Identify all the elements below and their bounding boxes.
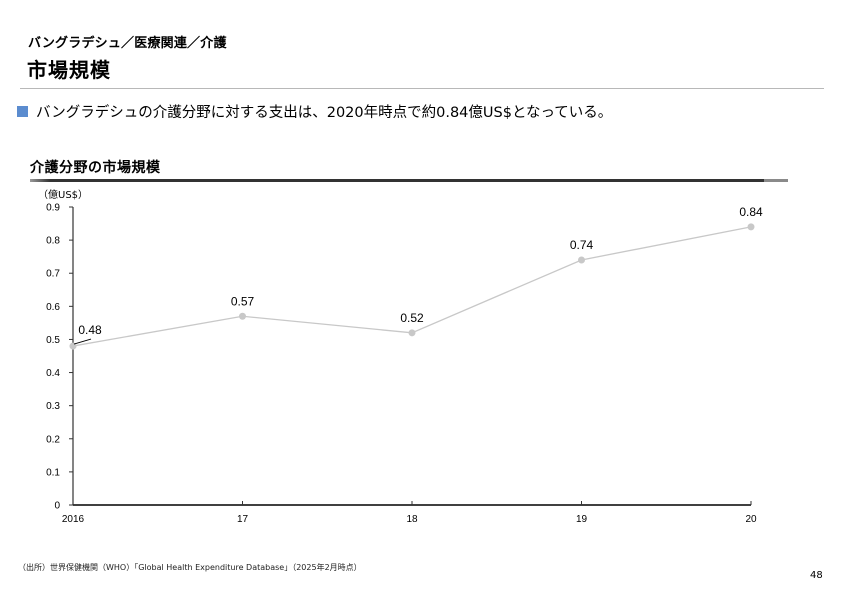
summary-text: バングラデシュの介護分野に対する支出は、2020年時点で約0.84億US$となっ… [36,105,613,121]
y-tick-label: 0.2 [46,434,60,445]
x-tick-label: 20 [745,514,757,525]
x-tick-label: 17 [237,514,249,525]
page-number: 48 [810,570,823,581]
chart-heading: 介護分野の市場規模 [30,160,161,176]
y-tick-label: 0.7 [46,269,60,280]
y-tick-label: 0.9 [46,203,60,214]
data-label: 0.48 [78,323,102,337]
y-tick-label: 0.3 [46,401,60,412]
y-tick-label: 0.5 [46,335,60,346]
data-point-marker [239,312,246,320]
title-divider [20,88,824,89]
page-title: 市場規模 [27,58,111,82]
summary-bullet: バングラデシュの介護分野に対する支出は、2020年時点で約0.84億US$となっ… [17,101,612,122]
y-tick-label: 0.6 [46,302,60,313]
y-tick-label: 0 [54,501,60,512]
data-label-leader-line [73,338,92,345]
data-label: 0.52 [400,311,424,325]
data-label: 0.84 [739,205,763,219]
source-note: （出所）世界保健機関（WHO）「Global Health Expenditur… [18,563,362,572]
data-point-marker [408,329,416,337]
breadcrumb: バングラデシュ／医療関連／介護 [28,36,227,51]
y-tick-label: 0.8 [46,236,60,247]
data-label: 0.74 [570,238,594,252]
y-tick-label: 0.4 [46,368,60,379]
data-point-marker [747,223,755,231]
y-axis-unit-label: （億US$） [38,190,89,201]
y-tick-label: 0.1 [46,467,60,478]
data-label: 0.57 [231,294,255,308]
x-tick-label: 18 [406,514,418,525]
bullet-square-icon [17,106,28,117]
x-tick-label: 19 [576,514,588,525]
data-point-marker [578,256,585,264]
chart-heading-underline [30,179,788,182]
x-tick-label: 2016 [62,514,85,525]
series-line [72,226,752,347]
